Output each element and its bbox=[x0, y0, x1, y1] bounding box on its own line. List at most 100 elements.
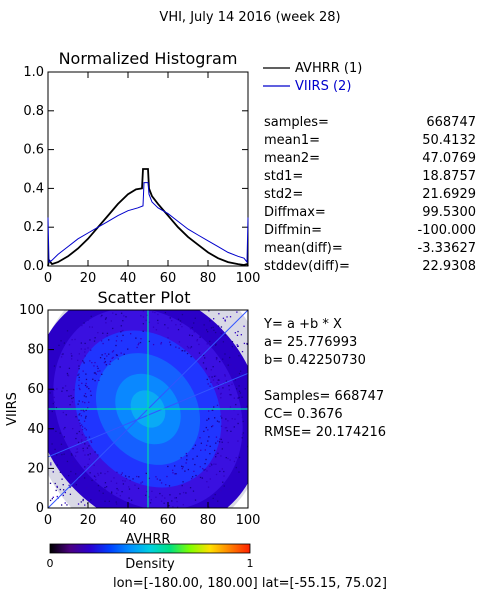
density-speck bbox=[66, 504, 68, 506]
density-speck bbox=[175, 324, 177, 326]
density-speck bbox=[81, 382, 83, 385]
density-speck bbox=[71, 339, 73, 341]
density-speck bbox=[70, 352, 72, 355]
density-speck bbox=[50, 464, 52, 466]
density-speck bbox=[58, 344, 60, 347]
density-speck bbox=[137, 487, 140, 490]
density-speck bbox=[227, 457, 229, 460]
density-speck bbox=[95, 373, 98, 375]
stat-label: std2= bbox=[264, 187, 303, 202]
density-speck bbox=[243, 325, 245, 327]
stat-label: Diffmin= bbox=[264, 223, 322, 238]
density-speck bbox=[169, 494, 171, 496]
density-speck bbox=[210, 327, 213, 329]
density-speck bbox=[115, 340, 118, 342]
density-speck bbox=[147, 496, 150, 498]
density-speck bbox=[61, 478, 63, 480]
y-tick-label: 0.6 bbox=[23, 143, 44, 158]
density-speck bbox=[241, 416, 244, 418]
density-speck bbox=[84, 342, 86, 345]
density-speck bbox=[178, 347, 180, 349]
histogram-title: Normalized Histogram bbox=[59, 49, 238, 68]
legend-label-viirs: VIIRS (2) bbox=[295, 79, 351, 94]
density-speck bbox=[64, 426, 66, 429]
y-tick-label: 0.2 bbox=[23, 220, 44, 235]
x-tick-label: 20 bbox=[80, 513, 97, 528]
density-speck bbox=[81, 426, 84, 428]
stat-label: mean1= bbox=[264, 133, 320, 148]
density-speck bbox=[116, 335, 118, 337]
density-speck bbox=[220, 326, 223, 328]
density-speck bbox=[83, 322, 85, 324]
density-speck bbox=[202, 468, 204, 470]
density-speck bbox=[103, 358, 106, 360]
density-speck bbox=[216, 404, 219, 406]
density-speck bbox=[196, 455, 198, 457]
density-speck bbox=[209, 445, 211, 448]
density-speck bbox=[85, 382, 87, 385]
density-speck bbox=[233, 426, 235, 428]
density-speck bbox=[161, 495, 163, 497]
density-speck bbox=[145, 494, 147, 497]
density-speck bbox=[160, 482, 163, 484]
density-speck bbox=[192, 458, 194, 460]
density-speck bbox=[237, 397, 239, 399]
density-speck bbox=[205, 331, 207, 333]
density-speck bbox=[220, 425, 223, 427]
density-speck bbox=[84, 384, 87, 387]
density-speck bbox=[221, 468, 224, 470]
density-speck bbox=[108, 353, 110, 355]
density-speck bbox=[209, 453, 211, 455]
density-speck bbox=[78, 387, 81, 390]
density-speck bbox=[85, 429, 88, 431]
x-tick-label: 40 bbox=[120, 513, 137, 528]
density-speck bbox=[104, 361, 107, 363]
density-speck bbox=[205, 444, 208, 447]
density-speck bbox=[101, 373, 103, 376]
series-line-viirs bbox=[47, 182, 249, 264]
density-speck bbox=[154, 311, 156, 314]
density-speck bbox=[223, 475, 225, 477]
density-speck bbox=[106, 355, 108, 357]
density-speck bbox=[191, 476, 194, 478]
density-speck bbox=[82, 498, 84, 501]
density-speck bbox=[78, 368, 80, 370]
density-speck bbox=[78, 400, 80, 402]
density-speck bbox=[56, 388, 58, 390]
density-speck bbox=[145, 319, 147, 322]
density-speck bbox=[136, 346, 138, 349]
density-speck bbox=[62, 411, 64, 414]
density-speck bbox=[213, 406, 215, 408]
density-speck bbox=[182, 504, 184, 506]
density-speck bbox=[176, 500, 178, 503]
density-speck bbox=[116, 471, 118, 474]
density-speck bbox=[134, 484, 136, 486]
density-speck bbox=[211, 336, 213, 339]
density-speck bbox=[108, 339, 110, 341]
density-speck bbox=[193, 322, 195, 324]
density-speck bbox=[70, 470, 72, 473]
density-speck bbox=[49, 499, 52, 502]
density-speck bbox=[82, 360, 84, 362]
density-speck bbox=[217, 379, 219, 382]
density-speck bbox=[232, 357, 235, 359]
density-speck bbox=[74, 338, 76, 341]
histogram-axes: 0 20 40 60 80 100 0.0 0.2 0.4 0.6 0.8 1.0 bbox=[23, 65, 260, 286]
y-tick-label: 0.0 bbox=[23, 259, 44, 274]
x-tick-label: 20 bbox=[80, 271, 97, 286]
density-speck bbox=[225, 456, 227, 459]
colorbar-ramp bbox=[49, 543, 251, 554]
density-speck bbox=[120, 340, 123, 342]
density-speck bbox=[222, 341, 225, 343]
density-speck bbox=[75, 416, 77, 418]
density-speck bbox=[215, 453, 217, 456]
density-speck bbox=[80, 415, 83, 417]
page-title: VHI, July 14 2016 (week 28) bbox=[159, 10, 340, 25]
density-speck bbox=[215, 343, 217, 345]
density-speck bbox=[234, 347, 236, 349]
density-speck bbox=[84, 454, 86, 456]
density-speck bbox=[69, 493, 72, 495]
density-speck bbox=[79, 412, 81, 415]
density-speck bbox=[88, 436, 91, 438]
density-speck bbox=[174, 473, 176, 475]
